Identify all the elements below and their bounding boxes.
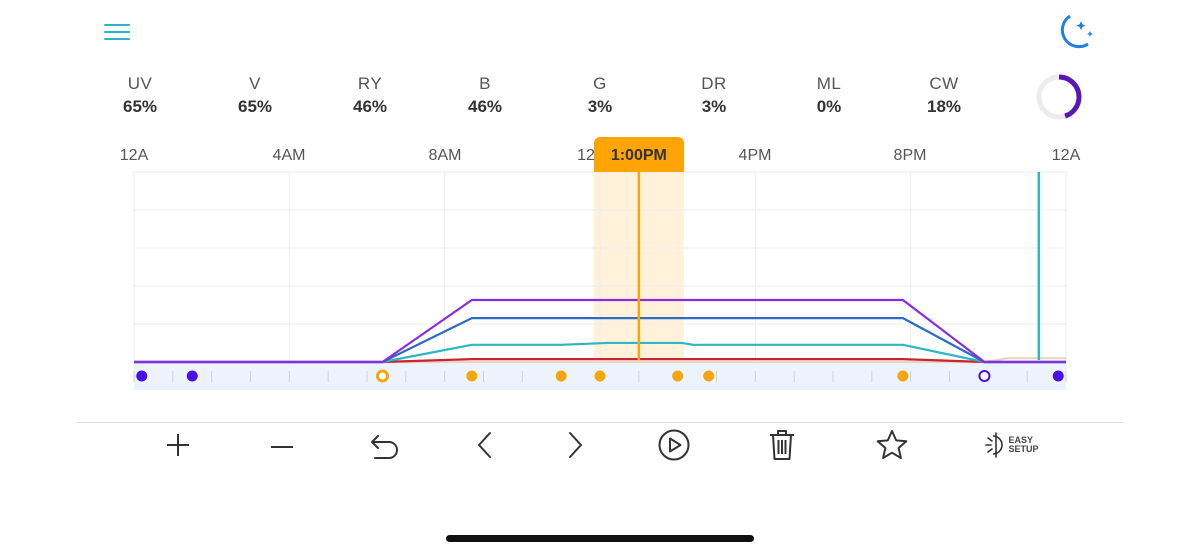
channel-cw[interactable]: CW 18% xyxy=(904,74,984,117)
night-marker[interactable] xyxy=(186,370,198,382)
hamburger-icon xyxy=(104,24,130,26)
series-layer xyxy=(134,298,1066,364)
trash-icon xyxy=(770,430,794,460)
channel-label: RY xyxy=(357,74,383,93)
channel-label: G xyxy=(593,74,607,93)
time-label: 8PM xyxy=(893,147,927,164)
home-indicator xyxy=(446,535,754,542)
time-label: 8AM xyxy=(428,147,462,164)
toolbar-divider xyxy=(77,422,1123,423)
channel-value: 0% xyxy=(816,97,842,116)
channel-g[interactable]: G 3% xyxy=(560,74,640,117)
add-button[interactable] xyxy=(148,422,208,468)
channel-value: 46% xyxy=(352,97,388,116)
marker-strip[interactable] xyxy=(133,363,1067,390)
minus-icon xyxy=(271,446,293,448)
easy-setup-label-line2: SETUP xyxy=(1008,444,1039,454)
chart-grid xyxy=(133,171,1067,363)
moon-stars-icon xyxy=(1060,14,1093,49)
schedule-point[interactable] xyxy=(672,370,684,382)
chevron-right-icon xyxy=(569,432,582,458)
schedule-point[interactable] xyxy=(897,370,909,382)
chevron-left-icon xyxy=(478,432,491,458)
channel-uv[interactable]: UV 65% xyxy=(100,74,180,117)
channel-value: 65% xyxy=(122,97,158,116)
channel-label: V xyxy=(249,74,261,93)
time-label: 4PM xyxy=(738,147,772,164)
current-time-badge[interactable]: 1:00PM xyxy=(593,137,684,172)
undo-icon xyxy=(371,435,398,459)
time-label: 4AM xyxy=(272,147,306,164)
channel-label: CW xyxy=(929,74,959,93)
progress-ring-arc xyxy=(1036,74,1082,120)
channel-value: 3% xyxy=(701,97,727,116)
schedule-chart[interactable] xyxy=(0,0,1200,420)
channel-value: 18% xyxy=(926,97,962,116)
play-circle-icon xyxy=(658,429,690,461)
easy-setup-button[interactable]: EASY SETUP xyxy=(980,422,1044,468)
star-icon xyxy=(876,430,908,459)
next-button[interactable] xyxy=(545,422,605,468)
channel-label: DR xyxy=(701,74,727,93)
sunrise-marker[interactable] xyxy=(376,369,390,383)
night-marker[interactable] xyxy=(136,370,148,382)
schedule-point[interactable] xyxy=(555,370,567,382)
channel-curve xyxy=(134,341,1066,364)
schedule-point[interactable] xyxy=(703,370,715,382)
time-label: 12A xyxy=(1051,147,1081,164)
progress-ring xyxy=(1036,74,1082,120)
night-marker[interactable] xyxy=(1052,370,1064,382)
previous-button[interactable] xyxy=(455,422,515,468)
favorite-button[interactable] xyxy=(862,422,922,468)
channel-curve xyxy=(134,357,1066,364)
channel-value: 3% xyxy=(587,97,613,116)
play-button[interactable] xyxy=(644,422,704,468)
channel-dr[interactable]: DR 3% xyxy=(674,74,754,117)
channel-label: B xyxy=(479,74,491,93)
channel-b[interactable]: B 46% xyxy=(445,74,525,117)
channel-value: 65% xyxy=(237,97,273,116)
sunset-marker[interactable] xyxy=(978,370,991,382)
channel-label: ML xyxy=(816,74,842,93)
channel-label: UV xyxy=(127,74,153,93)
channel-v[interactable]: V 65% xyxy=(215,74,295,117)
channel-value: 46% xyxy=(467,97,503,116)
channel-ry[interactable]: RY 46% xyxy=(330,74,410,117)
undo-button[interactable] xyxy=(355,422,415,468)
delete-button[interactable] xyxy=(752,422,812,468)
time-label: 12 xyxy=(577,147,595,164)
schedule-point[interactable] xyxy=(594,370,606,382)
menu-button[interactable] xyxy=(104,20,130,42)
channel-ml[interactable]: ML 0% xyxy=(789,74,869,117)
easy-setup-label-line1: EASY xyxy=(1008,435,1033,445)
schedule-point[interactable] xyxy=(466,370,478,382)
night-mode-button[interactable] xyxy=(1052,12,1096,52)
channel-curve xyxy=(134,298,1066,364)
remove-button[interactable] xyxy=(252,422,312,468)
easy-setup-icon xyxy=(985,432,1004,458)
time-label: 12A xyxy=(119,147,149,164)
plus-icon xyxy=(167,434,189,456)
